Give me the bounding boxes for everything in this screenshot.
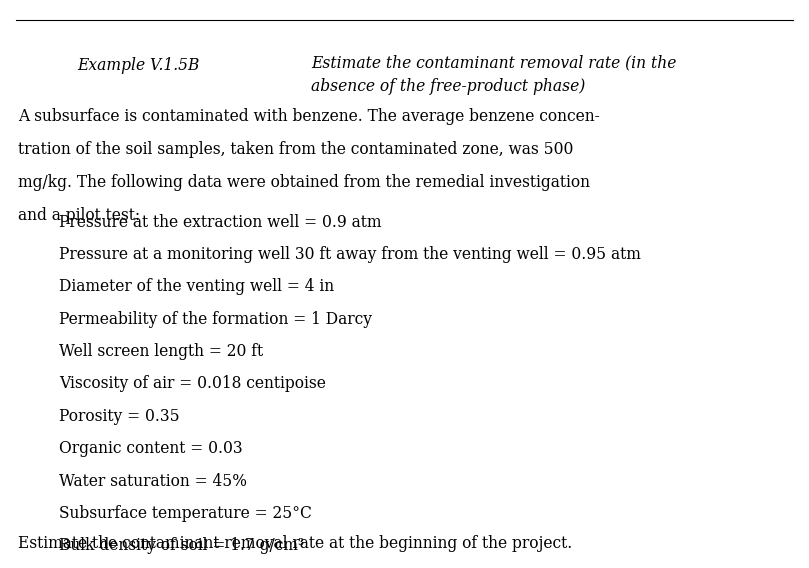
Text: Estimate the contaminant removal rate (in the: Estimate the contaminant removal rate (i… (311, 54, 677, 71)
Text: tration of the soil samples, taken from the contaminated zone, was 500: tration of the soil samples, taken from … (18, 141, 573, 158)
Text: Estimate the contaminant removal rate at the beginning of the project.: Estimate the contaminant removal rate at… (18, 535, 572, 552)
Text: Water saturation = 45%: Water saturation = 45% (59, 473, 247, 490)
Text: Diameter of the venting well = 4 in: Diameter of the venting well = 4 in (59, 278, 334, 295)
Text: Organic content = 0.03: Organic content = 0.03 (59, 440, 243, 457)
Text: Pressure at the extraction well = 0.9 atm: Pressure at the extraction well = 0.9 at… (59, 214, 382, 231)
Text: Well screen length = 20 ft: Well screen length = 20 ft (59, 343, 263, 360)
Text: A subsurface is contaminated with benzene. The average benzene concen-: A subsurface is contaminated with benzen… (18, 108, 599, 125)
Text: Example V.1.5B: Example V.1.5B (77, 57, 199, 74)
Text: Subsurface temperature = 25°C: Subsurface temperature = 25°C (59, 505, 312, 522)
Text: mg/kg. The following data were obtained from the remedial investigation: mg/kg. The following data were obtained … (18, 174, 590, 191)
Text: and a pilot test:: and a pilot test: (18, 207, 140, 224)
Text: Pressure at a monitoring well 30 ft away from the venting well = 0.95 atm: Pressure at a monitoring well 30 ft away… (59, 246, 641, 263)
Text: Permeability of the formation = 1 Darcy: Permeability of the formation = 1 Darcy (59, 311, 372, 328)
Text: Bulk density of soil = 1.7 g/cm³: Bulk density of soil = 1.7 g/cm³ (59, 537, 304, 554)
Text: absence of the free-product phase): absence of the free-product phase) (311, 78, 586, 95)
Text: Viscosity of air = 0.018 centipoise: Viscosity of air = 0.018 centipoise (59, 375, 326, 392)
Text: Porosity = 0.35: Porosity = 0.35 (59, 408, 180, 425)
